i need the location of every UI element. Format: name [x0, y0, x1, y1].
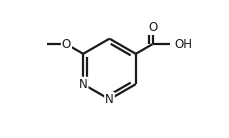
Text: N: N [105, 93, 113, 106]
Text: N: N [79, 78, 87, 91]
Text: O: O [62, 38, 71, 51]
Text: O: O [147, 21, 156, 34]
Text: OH: OH [173, 38, 191, 51]
